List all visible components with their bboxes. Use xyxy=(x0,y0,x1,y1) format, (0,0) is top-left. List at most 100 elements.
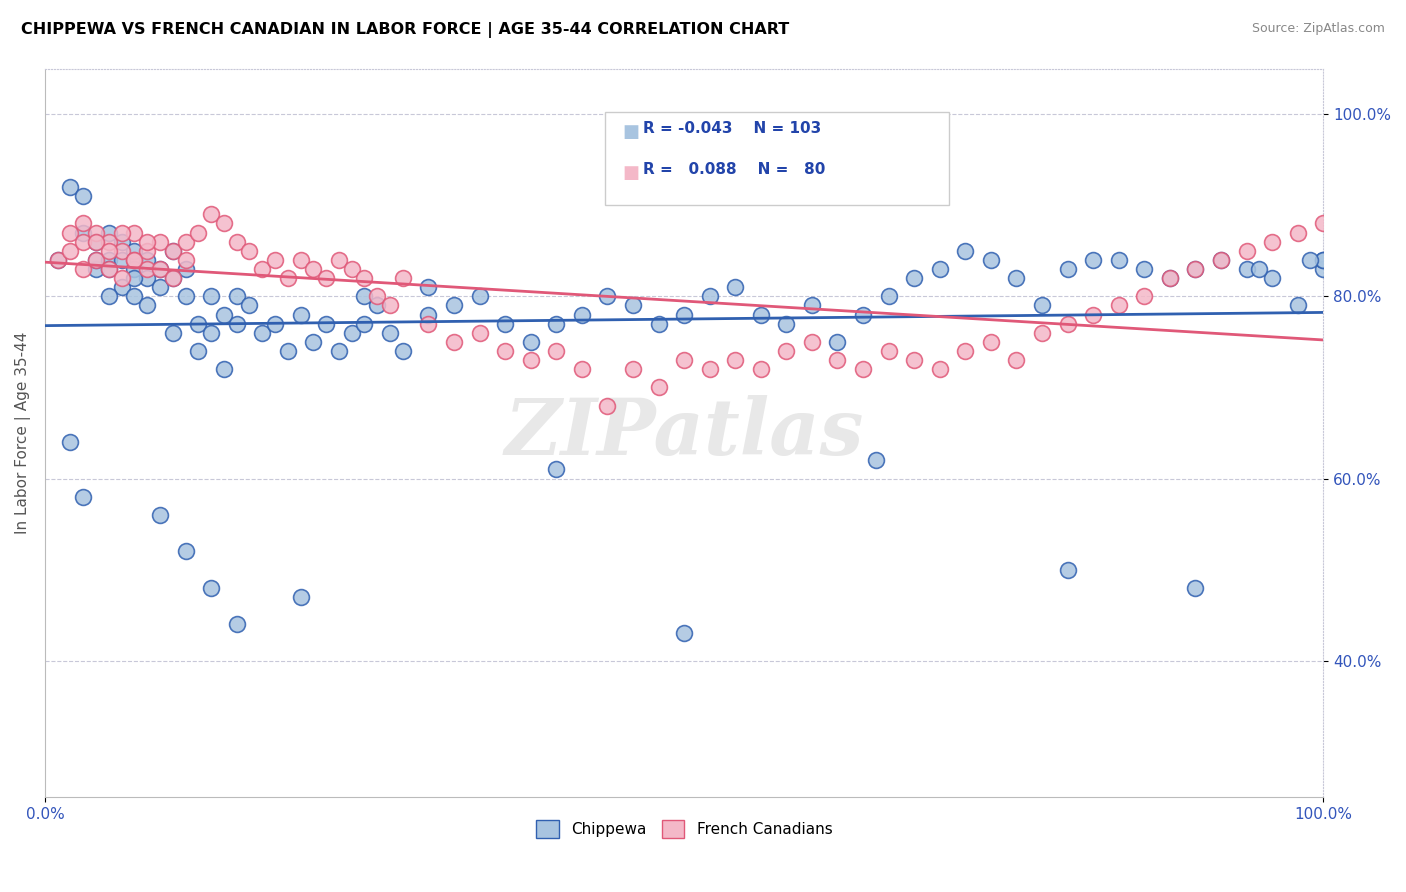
Point xyxy=(174,544,197,558)
Point xyxy=(353,289,375,303)
Point xyxy=(443,298,465,312)
Point xyxy=(187,343,209,358)
Point xyxy=(84,262,107,277)
Point xyxy=(468,289,491,303)
Point xyxy=(519,353,541,368)
Point xyxy=(212,308,235,322)
Point xyxy=(494,317,516,331)
Point xyxy=(225,289,247,303)
Point xyxy=(1184,581,1206,595)
Point xyxy=(174,262,197,277)
Point xyxy=(110,271,132,285)
Point xyxy=(225,317,247,331)
Point xyxy=(673,353,696,368)
Point xyxy=(800,298,823,312)
Point xyxy=(699,289,721,303)
Point xyxy=(97,262,120,277)
Point xyxy=(1312,262,1334,277)
Point xyxy=(519,334,541,349)
Point xyxy=(378,326,401,340)
Point xyxy=(903,271,925,285)
Point xyxy=(124,244,146,258)
Point xyxy=(72,189,94,203)
Point xyxy=(302,334,325,349)
Point xyxy=(903,353,925,368)
Point xyxy=(1133,289,1156,303)
Point xyxy=(225,235,247,249)
Point xyxy=(1236,262,1258,277)
Point xyxy=(136,298,159,312)
Text: ■: ■ xyxy=(623,123,640,141)
Point xyxy=(378,298,401,312)
Point xyxy=(124,226,146,240)
Point xyxy=(162,271,184,285)
Point xyxy=(290,308,312,322)
Point xyxy=(46,252,69,267)
Point xyxy=(328,343,350,358)
Point xyxy=(290,252,312,267)
Point xyxy=(302,262,325,277)
Point xyxy=(174,289,197,303)
Point xyxy=(1031,298,1053,312)
Point xyxy=(174,252,197,267)
Point xyxy=(443,334,465,349)
Point xyxy=(315,317,337,331)
Point xyxy=(84,252,107,267)
Point xyxy=(136,262,159,277)
Point xyxy=(955,343,977,358)
Point xyxy=(1005,353,1028,368)
Point xyxy=(110,252,132,267)
Point xyxy=(1286,298,1309,312)
Point xyxy=(1083,252,1105,267)
Point xyxy=(1108,298,1130,312)
Point xyxy=(621,298,644,312)
Point xyxy=(418,317,440,331)
Point xyxy=(97,262,120,277)
Point xyxy=(1005,271,1028,285)
Point xyxy=(1159,271,1181,285)
Point xyxy=(1312,252,1334,267)
Point xyxy=(800,334,823,349)
Point xyxy=(596,289,619,303)
Point xyxy=(328,252,350,267)
Point xyxy=(749,362,772,376)
Point xyxy=(1261,235,1284,249)
Point xyxy=(149,508,172,522)
Point xyxy=(340,262,363,277)
Point xyxy=(136,271,159,285)
Point xyxy=(187,317,209,331)
Point xyxy=(136,235,159,249)
Point xyxy=(1056,563,1078,577)
Point xyxy=(149,262,172,277)
Point xyxy=(366,298,388,312)
Y-axis label: In Labor Force | Age 35-44: In Labor Force | Age 35-44 xyxy=(15,332,31,534)
Point xyxy=(72,216,94,230)
Point xyxy=(1312,216,1334,230)
Point xyxy=(200,581,222,595)
Point xyxy=(775,343,797,358)
Point xyxy=(647,317,669,331)
Point xyxy=(149,262,172,277)
Point xyxy=(1108,252,1130,267)
Point xyxy=(546,462,568,476)
Point xyxy=(277,271,299,285)
Point xyxy=(1133,262,1156,277)
Point xyxy=(72,490,94,504)
Point xyxy=(225,617,247,632)
Text: ZIPatlas: ZIPatlas xyxy=(505,395,863,471)
Point xyxy=(149,280,172,294)
Point xyxy=(264,252,287,267)
Point xyxy=(136,252,159,267)
Point xyxy=(1184,262,1206,277)
Point xyxy=(46,252,69,267)
Point xyxy=(200,326,222,340)
Point xyxy=(162,326,184,340)
Point xyxy=(392,343,415,358)
Point xyxy=(212,216,235,230)
Point xyxy=(1056,262,1078,277)
Point xyxy=(110,280,132,294)
Point xyxy=(124,289,146,303)
Point xyxy=(136,244,159,258)
Point xyxy=(468,326,491,340)
Point xyxy=(699,362,721,376)
